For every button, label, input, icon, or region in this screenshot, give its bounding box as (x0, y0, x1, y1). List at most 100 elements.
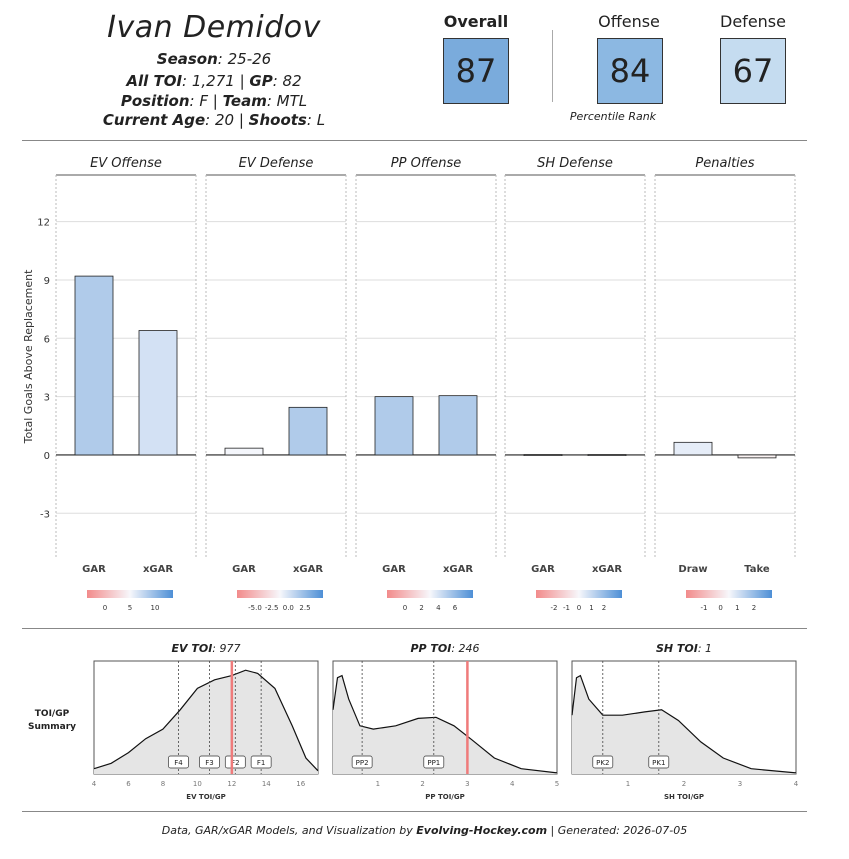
panel-title: Penalties (695, 156, 754, 171)
line-marker-label: F3 (205, 759, 213, 767)
color-legend-tick: 0 (718, 604, 722, 612)
x-tick-label: xGAR (143, 564, 173, 575)
x-tick-label: 6 (126, 780, 131, 788)
color-legend-tick: 10 (151, 604, 160, 612)
y-tick-label: 6 (44, 334, 50, 345)
density-line (332, 674, 558, 774)
panel-title: EV Offense (90, 156, 162, 171)
gar-panel-4: Penalties Draw Take -1 0 1 2 (654, 156, 796, 612)
color-legend-tick: 2 (419, 604, 423, 612)
y-tick-label: 9 (44, 276, 50, 287)
line-marker-label: F4 (174, 759, 183, 767)
line-marker-box (250, 755, 272, 769)
color-legend-tick: 2.5 (299, 604, 310, 612)
x-tick-label: xGAR (592, 564, 622, 575)
x-tick-label: 2 (420, 780, 424, 788)
panel-title: EV Defense (239, 156, 314, 171)
footer-credit: Data, GAR/xGAR Models, and Visualization… (161, 824, 688, 837)
bar-gar (523, 454, 563, 456)
line-marker-box (423, 755, 445, 769)
color-legend-tick: 0.0 (283, 604, 294, 612)
x-axis-title: PP TOI/GP (425, 793, 464, 801)
position-line: Position: F | Team: MTL (120, 92, 308, 110)
color-legend-tick: 1 (589, 604, 593, 612)
density-fill (333, 675, 557, 774)
y-tick-label: -3 (40, 509, 50, 520)
line-marker-label: PK1 (652, 759, 665, 767)
line-marker-box (592, 755, 614, 769)
bar-draw (673, 441, 713, 456)
bar-take (737, 454, 777, 459)
x-tick-label: GAR (82, 564, 106, 575)
defense-score-box: 67 (720, 38, 786, 104)
density-line (571, 674, 797, 774)
line-marker-label: PP1 (427, 759, 440, 767)
line-marker-box (224, 755, 246, 769)
line-marker-label: F1 (257, 759, 265, 767)
gar-panel-3: SH Defense GAR xGAR -2 -1 0 1 2 (504, 156, 646, 612)
color-legend-tick: -1 (701, 604, 708, 612)
header-divider (22, 140, 807, 141)
offense-label: Offense (598, 12, 660, 31)
line-marker-label: PK2 (596, 759, 609, 767)
x-tick-label: 8 (161, 780, 165, 788)
color-legend-tick: 2 (602, 604, 606, 612)
bar-xgar (288, 406, 328, 456)
toi-panel-2: SH TOI: 1 PK2 PK1 1 2 3 4 SH TOI/GP (571, 642, 799, 801)
bar-gar (374, 396, 414, 456)
x-tick-label: Take (744, 564, 770, 575)
side-label: Summary (28, 722, 76, 732)
offense-score-box: 84 (597, 38, 663, 104)
gar-panel-0: EV Offense GAR xGAR 0 5 10 (55, 156, 197, 612)
color-legend-tick: 1 (735, 604, 739, 612)
line-marker-box (199, 755, 220, 769)
line-marker-box (168, 755, 189, 769)
bar-xgar (438, 395, 478, 456)
overall-score-box: 87 (443, 38, 509, 104)
density-fill (94, 670, 318, 774)
line-marker-label: F2 (231, 759, 239, 767)
color-legend-bar (87, 590, 173, 598)
x-tick-label: 14 (262, 780, 271, 788)
gar-panel-2: PP Offense GAR xGAR 0 2 4 6 (355, 156, 497, 612)
y-tick-label: 12 (37, 218, 50, 229)
color-legend-tick: -1 (563, 604, 570, 612)
toi-line: All TOI: 1,271 | GP: 82 (126, 72, 302, 90)
panel-title: SH Defense (537, 156, 613, 171)
percentile-caption: Percentile Rank (569, 110, 657, 123)
panel-title: PP Offense (391, 156, 461, 171)
bar-gar (224, 447, 264, 456)
line-marker-box (648, 755, 670, 769)
x-tick-label: xGAR (443, 564, 473, 575)
x-tick-label: 2 (682, 780, 686, 788)
player-name: Ivan Demidov (107, 10, 321, 45)
toi-panel-1: PP TOI: 246 PP2 PP1 1 2 3 4 5 PP TOI/GP (332, 642, 559, 801)
toi-panel-title: PP TOI: 246 (410, 642, 479, 655)
y-tick-label: 0 (44, 451, 50, 462)
season-line: Season: 25-26 (156, 50, 272, 68)
footer-divider (22, 811, 807, 812)
x-tick-label: GAR (382, 564, 406, 575)
color-legend-tick: 0 (403, 604, 407, 612)
x-tick-label: 1 (626, 780, 630, 788)
x-tick-label: 5 (555, 780, 559, 788)
bar-xgar (138, 330, 178, 456)
color-legend-bar (536, 590, 622, 598)
y-axis-title: Total Goals Above Replacement (22, 269, 35, 444)
color-legend-tick: 5 (128, 604, 132, 612)
x-axis-title: EV TOI/GP (186, 793, 225, 801)
toi-panel-title: EV TOI: 977 (171, 642, 240, 655)
color-legend-tick: 2 (752, 604, 756, 612)
gar-panel-1: EV Defense GAR xGAR -5.0 -2.5 0.0 2.5 (205, 156, 347, 612)
toi-panel-0: EV TOI: 977 F4 F3 F2 F1 4 6 8 10 12 14 16 EV TOI/GP (92, 642, 319, 801)
x-tick-label: 4 (510, 780, 515, 788)
line-marker-label: PP2 (356, 759, 369, 767)
x-tick-label: Draw (678, 564, 707, 575)
gar-bar-chart: Total Goals Above Replacement-3036912EV … (22, 156, 796, 612)
x-tick-label: GAR (232, 564, 256, 575)
color-legend-bar (387, 590, 473, 598)
color-legend-bar (237, 590, 323, 598)
color-legend-tick: 6 (453, 604, 458, 612)
x-tick-label: 12 (227, 780, 236, 788)
